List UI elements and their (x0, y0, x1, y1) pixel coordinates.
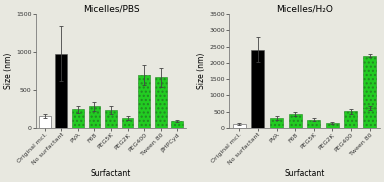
Bar (363, 108, 376, 128)
Y-axis label: Size (nm): Size (nm) (197, 53, 207, 89)
Bar (172, 121, 183, 128)
Bar (72, 109, 84, 128)
Bar (138, 75, 150, 128)
Bar (89, 106, 100, 128)
Bar (155, 78, 167, 128)
Bar (289, 114, 302, 128)
Bar (39, 116, 51, 128)
Bar (344, 111, 358, 128)
Bar (233, 124, 246, 128)
Y-axis label: Size (nm): Size (nm) (4, 53, 13, 89)
Title: Micelles/H₂O: Micelles/H₂O (276, 4, 333, 13)
Bar (56, 54, 67, 128)
X-axis label: Surfactant: Surfactant (284, 169, 324, 178)
Bar (252, 50, 265, 128)
Bar (326, 123, 339, 128)
Bar (307, 120, 320, 128)
Title: Micelles/PBS: Micelles/PBS (83, 4, 139, 13)
Bar (363, 56, 376, 108)
Bar (105, 110, 117, 128)
X-axis label: Surfactant: Surfactant (91, 169, 131, 178)
Bar (122, 118, 133, 128)
Bar (270, 118, 283, 128)
